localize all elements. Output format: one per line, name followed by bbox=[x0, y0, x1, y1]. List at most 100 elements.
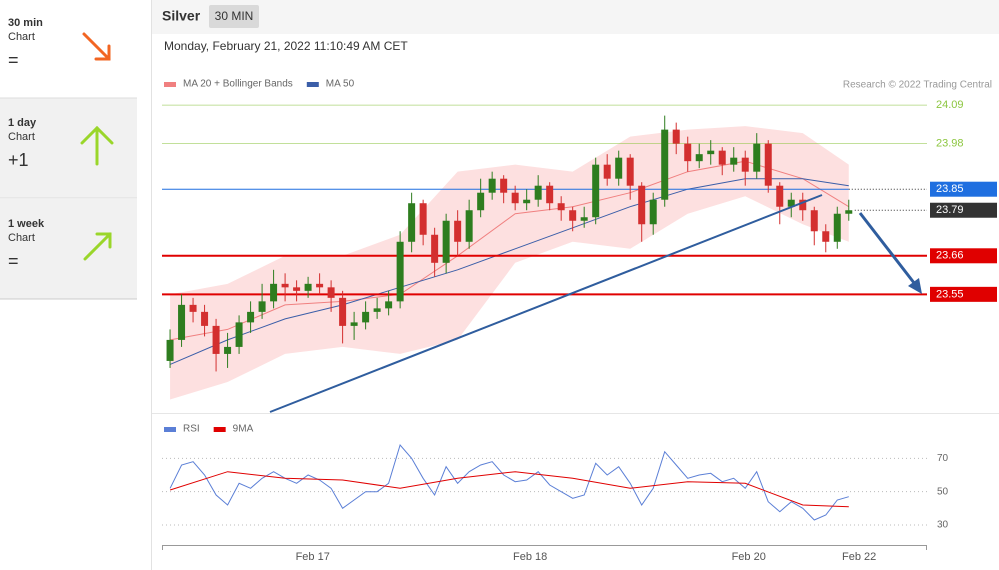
candle-body bbox=[603, 164, 611, 179]
credit: Research © 2022 Trading Central bbox=[843, 80, 992, 91]
level-label: 23.98 bbox=[936, 138, 964, 150]
y-tick-label: 30 bbox=[937, 520, 949, 531]
trend-line bbox=[269, 194, 823, 413]
candle-body bbox=[339, 297, 347, 326]
candle-body bbox=[799, 199, 807, 211]
level-label: 23.55 bbox=[936, 288, 964, 300]
candle-body bbox=[270, 283, 278, 302]
legend-label: 9MA bbox=[233, 424, 254, 435]
candle-body bbox=[810, 210, 818, 232]
forecast-arrow-head bbox=[908, 278, 922, 294]
candle-body bbox=[408, 203, 416, 242]
instrument: Silver bbox=[162, 8, 201, 24]
chart-label[interactable]: Chart bbox=[8, 232, 35, 244]
candle-body bbox=[166, 339, 174, 361]
candle-body bbox=[523, 199, 531, 204]
legend-label: MA 50 bbox=[326, 79, 355, 90]
date: Monday, February 21, 2022 11:10:49 AM CE… bbox=[164, 39, 408, 53]
candle-body bbox=[362, 311, 370, 323]
candle-body bbox=[465, 210, 473, 242]
candle-body bbox=[638, 185, 646, 225]
candle-body bbox=[511, 192, 519, 204]
candle-body bbox=[787, 199, 795, 207]
candle-body bbox=[672, 129, 680, 144]
forecast-arrow bbox=[858, 212, 920, 289]
candle-body bbox=[845, 210, 853, 214]
candle-body bbox=[385, 301, 393, 309]
candle-body bbox=[741, 157, 749, 172]
x-tick-label: Feb 20 bbox=[732, 551, 766, 563]
candle-body bbox=[373, 308, 381, 312]
candle-body bbox=[212, 325, 220, 354]
candle-body bbox=[649, 199, 657, 225]
legend-swatch bbox=[306, 82, 319, 87]
candle-body bbox=[592, 164, 600, 218]
candle-body bbox=[534, 185, 542, 200]
indicator-line bbox=[169, 443, 849, 521]
timeframe[interactable]: 30 MIN bbox=[215, 9, 254, 23]
candle-body bbox=[661, 129, 669, 200]
period: 1 day bbox=[8, 117, 37, 129]
candle-body bbox=[304, 283, 312, 291]
legend-label: RSI bbox=[183, 424, 200, 435]
candle-body bbox=[580, 217, 588, 221]
period: 30 min bbox=[8, 17, 43, 29]
x-tick-label: Feb 17 bbox=[296, 551, 330, 563]
candle-body bbox=[684, 143, 692, 162]
candle-body bbox=[442, 220, 450, 263]
level-label: 24.09 bbox=[936, 99, 964, 111]
candle-body bbox=[189, 304, 197, 312]
legend-swatch bbox=[213, 427, 226, 432]
legend-swatch bbox=[164, 427, 176, 432]
level-label: 23.79 bbox=[936, 204, 964, 216]
candle-body bbox=[753, 143, 761, 172]
level-box bbox=[930, 202, 997, 218]
candle-body bbox=[477, 192, 485, 211]
candle-body bbox=[281, 283, 289, 288]
arrow-down-right bbox=[82, 32, 111, 61]
level-label: 23.66 bbox=[936, 250, 964, 262]
level-box bbox=[930, 248, 997, 264]
timeframe-badge[interactable] bbox=[209, 5, 259, 28]
candle-body bbox=[557, 203, 565, 211]
sidebar-item-bg bbox=[0, 98, 137, 198]
candle-body bbox=[235, 322, 243, 347]
level-box bbox=[930, 286, 997, 302]
candle-body bbox=[350, 322, 358, 326]
x-tick-label: Feb 22 bbox=[842, 551, 876, 563]
sidebar-item-bg bbox=[0, 0, 137, 98]
candle-body bbox=[615, 157, 623, 179]
candle-body bbox=[431, 234, 439, 263]
candle-body bbox=[178, 304, 186, 340]
arrow-up bbox=[80, 125, 114, 166]
signal: +1 bbox=[8, 150, 29, 170]
candle-body bbox=[776, 185, 784, 207]
candle-body bbox=[822, 231, 830, 242]
candle-body bbox=[764, 143, 772, 186]
candle-body bbox=[707, 150, 715, 155]
candle-body bbox=[224, 346, 232, 354]
y-tick-label: 50 bbox=[937, 486, 949, 497]
candle-body bbox=[626, 157, 634, 186]
period: 1 week bbox=[8, 218, 45, 230]
candle-body bbox=[546, 185, 554, 204]
candle-body bbox=[569, 210, 577, 221]
candle-body bbox=[419, 203, 427, 235]
legend-label: MA 20 + Bollinger Bands bbox=[183, 79, 293, 90]
signal: = bbox=[8, 50, 19, 70]
chart-label[interactable]: Chart bbox=[8, 131, 35, 143]
candle-body bbox=[718, 150, 726, 165]
bollinger-band bbox=[170, 126, 849, 400]
candle-body bbox=[396, 241, 404, 302]
level-box bbox=[930, 181, 997, 197]
candle-body bbox=[201, 311, 209, 326]
candle-body bbox=[258, 301, 266, 312]
candle-body bbox=[695, 154, 703, 162]
candle-body bbox=[327, 287, 335, 298]
candle-body bbox=[500, 178, 508, 193]
sidebar-item-bg bbox=[0, 199, 137, 299]
chart-area: 24.09 23.98 23.85 23.79 23.66 23.55 MA 20 + Bo… bbox=[162, 79, 997, 563]
candle-body bbox=[488, 178, 496, 193]
chart-label[interactable]: Chart bbox=[8, 31, 35, 43]
